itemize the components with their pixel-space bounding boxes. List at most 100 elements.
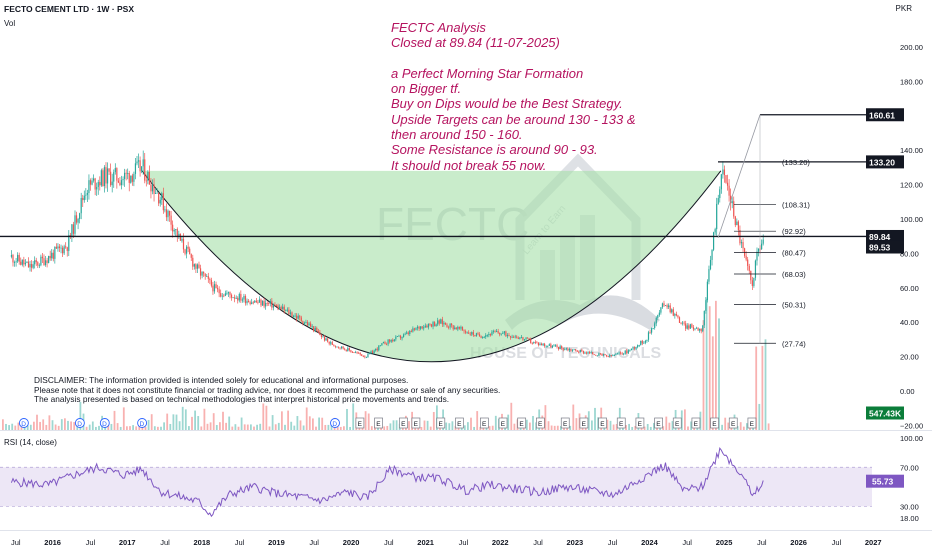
price-candle bbox=[743, 248, 746, 256]
price-candle bbox=[606, 354, 608, 357]
price-candle bbox=[342, 346, 344, 349]
volume-bar bbox=[343, 426, 345, 430]
price-candle bbox=[678, 317, 681, 323]
price-candle bbox=[142, 159, 144, 167]
price-candle bbox=[181, 238, 183, 241]
volume-bar bbox=[8, 425, 10, 430]
price-candle bbox=[726, 182, 729, 186]
price-candle bbox=[189, 248, 191, 255]
volume-bar bbox=[253, 426, 255, 430]
volume-bar bbox=[206, 423, 209, 430]
fib-label: (50.31) bbox=[782, 300, 806, 309]
price-candle bbox=[494, 331, 496, 333]
price-candle bbox=[689, 324, 691, 329]
volume-bar bbox=[532, 415, 534, 430]
price-candle bbox=[131, 175, 133, 182]
volume-bar bbox=[147, 420, 150, 430]
price-candle bbox=[466, 332, 468, 334]
price-candle bbox=[613, 354, 615, 356]
price-candle bbox=[55, 246, 57, 249]
volume-bar bbox=[228, 416, 231, 430]
fib-label: (108.31) bbox=[782, 201, 810, 210]
price-candle bbox=[674, 314, 676, 316]
time-axis-tick: Jul bbox=[86, 538, 96, 547]
volume-bar bbox=[680, 410, 683, 430]
price-candle bbox=[147, 171, 149, 181]
price-candle bbox=[562, 348, 564, 350]
earnings-marker-label: E bbox=[401, 421, 406, 428]
price-candle bbox=[29, 263, 31, 268]
price-candle bbox=[80, 197, 82, 214]
price-candle bbox=[508, 335, 510, 337]
price-candle bbox=[308, 323, 310, 326]
volume-bar bbox=[243, 424, 246, 430]
price-candle bbox=[58, 246, 61, 248]
price-candle bbox=[649, 332, 651, 334]
dividend-marker-label: D bbox=[102, 421, 107, 428]
price-candle bbox=[706, 281, 708, 301]
disclaimer-text: DISCLAIMER: The information provided is … bbox=[34, 375, 500, 405]
volume-bar bbox=[281, 411, 283, 430]
price-candle bbox=[286, 309, 288, 311]
price-candle bbox=[139, 160, 141, 172]
time-axis-tick: 2021 bbox=[417, 538, 434, 547]
price-candle bbox=[141, 166, 143, 172]
price-candle bbox=[18, 254, 20, 262]
volume-bar bbox=[132, 425, 134, 430]
earnings-marker bbox=[672, 417, 682, 429]
price-candle bbox=[742, 242, 744, 249]
price-candle bbox=[300, 317, 302, 322]
price-candle bbox=[184, 249, 186, 254]
time-axis-tick: 2017 bbox=[119, 538, 136, 547]
price-candle bbox=[17, 254, 19, 262]
volume-bar bbox=[240, 417, 243, 430]
price-candle bbox=[528, 338, 530, 340]
price-candle bbox=[328, 341, 330, 344]
earnings-marker-label: E bbox=[582, 421, 587, 428]
earnings-marker bbox=[536, 417, 545, 429]
price-candle bbox=[680, 322, 682, 324]
price-candle bbox=[373, 350, 375, 354]
earnings-marker bbox=[691, 417, 701, 429]
volume-bar bbox=[330, 423, 333, 430]
price-candle bbox=[740, 242, 743, 244]
price-candle bbox=[91, 180, 93, 185]
price-candle bbox=[650, 328, 653, 333]
volume-bar bbox=[2, 419, 4, 430]
rsi-title: RSI (14, close) bbox=[4, 438, 57, 447]
volume-bar bbox=[268, 426, 271, 430]
price-candle bbox=[694, 328, 696, 330]
volume-bar bbox=[724, 417, 727, 430]
time-axis-tick: 2022 bbox=[492, 538, 509, 547]
price-candle bbox=[486, 335, 488, 336]
level-label-bg bbox=[866, 108, 904, 122]
volume-bar bbox=[479, 426, 482, 430]
volume-bar bbox=[259, 423, 262, 430]
price-candle bbox=[585, 352, 588, 354]
price-candle bbox=[226, 293, 228, 295]
price-candle bbox=[63, 246, 65, 254]
price-candle bbox=[587, 352, 589, 354]
price-candle bbox=[34, 260, 36, 265]
volume-bar bbox=[26, 425, 29, 430]
price-candle bbox=[437, 320, 439, 325]
earnings-marker bbox=[399, 417, 408, 429]
price-candle bbox=[685, 323, 687, 329]
volume-bar bbox=[271, 415, 274, 430]
price-candle bbox=[433, 322, 436, 327]
price-candle bbox=[319, 332, 321, 336]
volume-bar bbox=[597, 417, 599, 430]
level-label: 160.61 bbox=[869, 110, 895, 120]
price-candle bbox=[523, 339, 526, 340]
price-candle bbox=[421, 326, 423, 329]
price-candle bbox=[65, 246, 67, 248]
price-candle bbox=[616, 353, 619, 355]
volume-bar bbox=[569, 425, 572, 430]
price-candle bbox=[68, 235, 70, 251]
price-candle bbox=[423, 327, 425, 329]
price-candle bbox=[303, 322, 305, 324]
price-candle bbox=[748, 265, 750, 271]
price-candle bbox=[96, 187, 98, 190]
price-candle bbox=[322, 336, 324, 338]
